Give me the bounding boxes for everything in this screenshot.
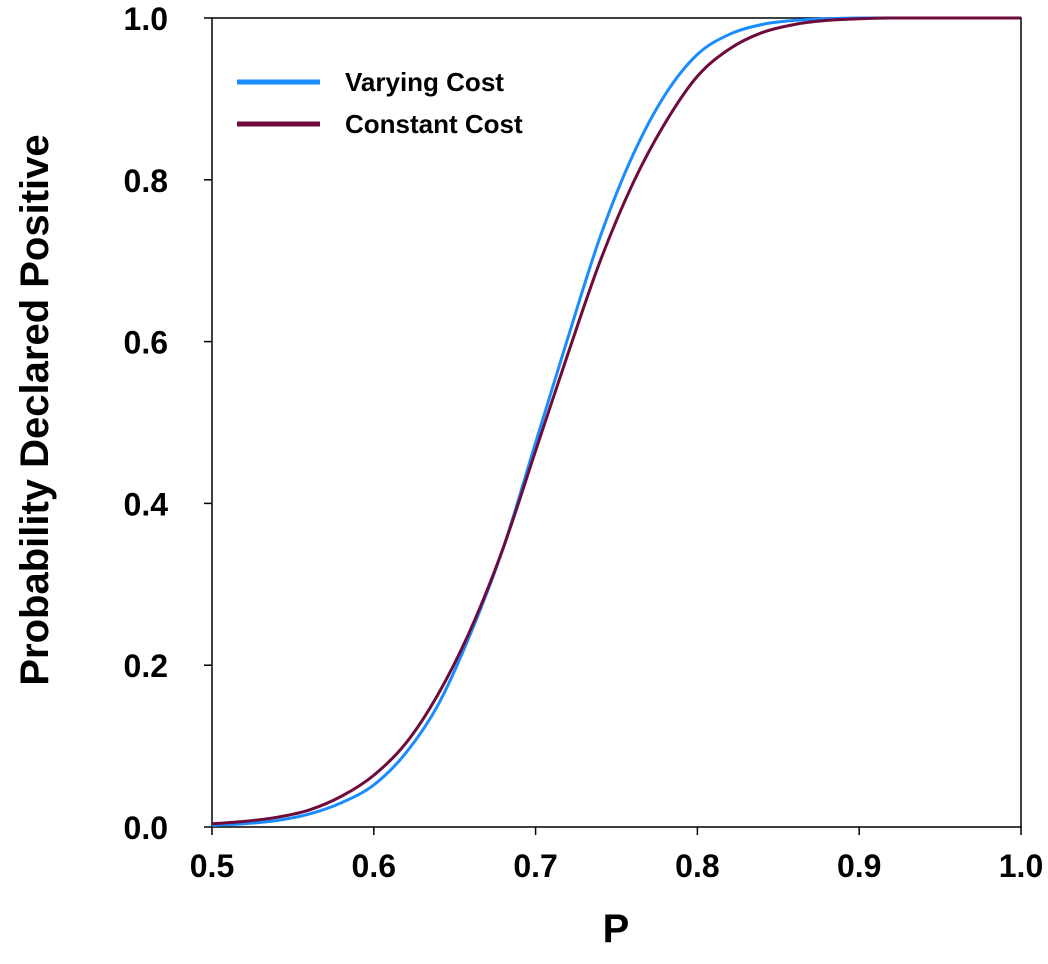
- y-tick-label: 0.8: [124, 163, 168, 199]
- x-tick-label: 1.0: [999, 848, 1043, 884]
- y-tick-label: 0.4: [124, 486, 169, 522]
- series-line-varying-cost: [211, 16, 1021, 827]
- x-tick-label: 0.9: [837, 848, 881, 884]
- series-line-constant-cost: [211, 16, 1021, 826]
- legend-label-varying-cost: Varying Cost: [345, 67, 504, 97]
- x-tick-label: 0.8: [675, 848, 719, 884]
- y-axis-title: Probability Declared Positive: [13, 134, 57, 685]
- plot-frame: [211, 17, 1022, 828]
- legend-label-constant-cost: Constant Cost: [345, 109, 523, 139]
- x-tick-label: 0.5: [190, 848, 234, 884]
- y-tick-label: 0.6: [124, 325, 168, 361]
- y-axis-ticks: 0.0 0.2 0.4 0.6 0.8 1.0: [124, 1, 212, 846]
- y-tick-label: 0.0: [124, 810, 168, 846]
- x-axis-title: P: [603, 907, 630, 951]
- x-axis-ticks: 0.5 0.6 0.7 0.8 0.9 1.0: [190, 827, 1043, 884]
- y-tick-label: 0.2: [124, 648, 168, 684]
- series-lines: [211, 16, 1021, 827]
- y-tick-label: 1.0: [124, 1, 168, 37]
- legend: Varying Cost Constant Cost: [237, 67, 523, 139]
- x-tick-label: 0.6: [352, 848, 396, 884]
- x-tick-label: 0.7: [513, 848, 557, 884]
